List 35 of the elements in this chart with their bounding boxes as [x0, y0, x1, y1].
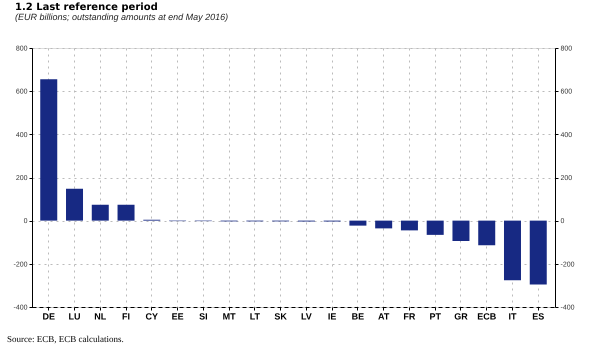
x-tick-label: ECB — [477, 312, 497, 322]
source-note: Source: ECB, ECB calculations. — [7, 334, 124, 344]
bar — [504, 220, 521, 280]
x-tick-label: FR — [403, 312, 416, 322]
bar — [118, 204, 135, 221]
x-tick-label: MT — [222, 312, 236, 322]
x-tick-label: PT — [429, 312, 442, 322]
x-tick-label: AT — [378, 312, 390, 322]
chart-subtitle: (EUR billions; outstanding amounts at end May 2016) — [15, 12, 228, 22]
x-tick-label: IE — [328, 312, 336, 322]
bar — [349, 220, 366, 226]
x-tick-label: IT — [508, 312, 517, 322]
bar — [478, 220, 496, 246]
x-tick-label: FI — [122, 312, 130, 322]
bar — [426, 220, 444, 235]
x-tick-label: DE — [42, 312, 56, 322]
x-tick-label: SI — [199, 312, 208, 322]
x-tick-label: NL — [94, 312, 107, 322]
x-tick-label: LT — [250, 312, 261, 322]
x-tick-label: LU — [68, 312, 81, 322]
bar — [452, 220, 470, 241]
x-tick-label: GR — [454, 312, 468, 322]
x-tick-label: LV — [300, 312, 312, 322]
x-tick-label: EE — [172, 312, 184, 322]
x-tick-label: SK — [274, 312, 288, 322]
x-tick-label: BE — [352, 312, 364, 322]
bar — [40, 79, 58, 221]
bar — [400, 220, 418, 230]
bar — [66, 188, 84, 221]
chart-title: 1.2 Last reference period — [15, 2, 158, 13]
bar — [92, 204, 109, 221]
bar — [530, 220, 547, 285]
x-tick-label: ES — [532, 312, 544, 322]
bar — [375, 220, 392, 228]
x-tick-label: CY — [146, 312, 158, 322]
